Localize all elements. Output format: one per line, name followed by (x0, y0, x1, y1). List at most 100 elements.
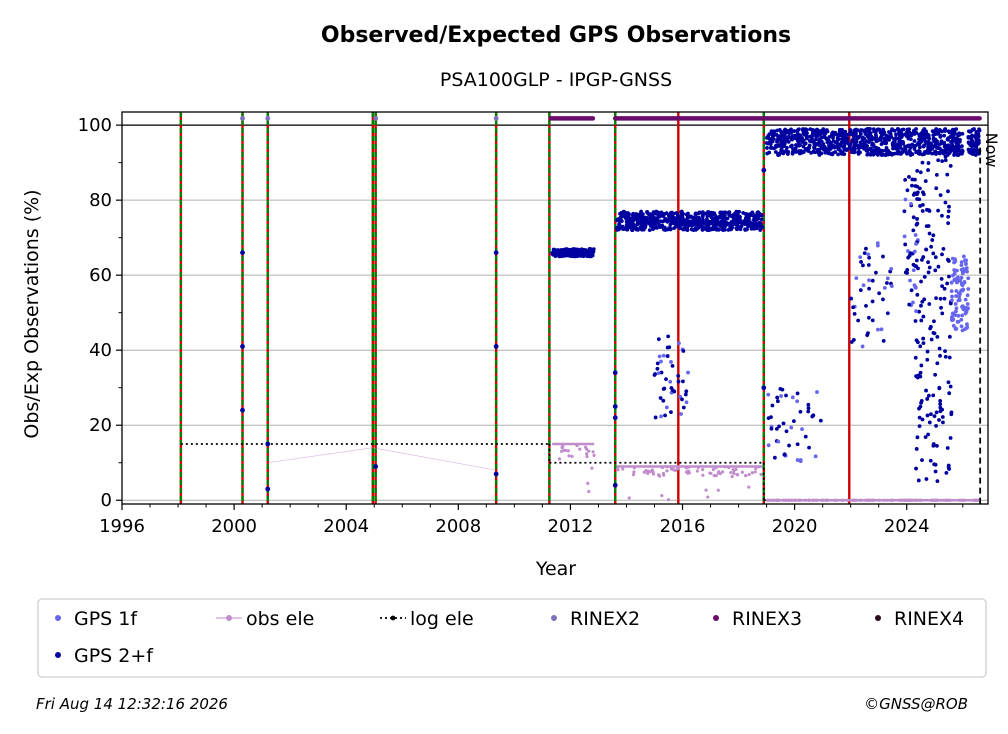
gps-outlier (681, 405, 686, 410)
gps-point (936, 158, 941, 163)
gps-outlier (905, 188, 910, 193)
obs-ele-layer (180, 442, 981, 502)
gps-outlier (876, 327, 880, 332)
obs-ele-point (882, 498, 886, 502)
gps-outlier (858, 255, 863, 260)
gps-point (948, 150, 952, 154)
now-label: Now (982, 133, 1001, 168)
gps-point (931, 330, 936, 335)
data-layer (240, 126, 982, 492)
gps-outlier (775, 399, 780, 404)
gps-point (788, 144, 793, 149)
gps-outlier (867, 286, 871, 291)
gps-outlier (677, 341, 681, 346)
gps-point (943, 200, 948, 205)
legend-marker (226, 615, 232, 621)
gps-point (670, 210, 674, 215)
gps-point (916, 478, 921, 483)
gps-outlier (913, 264, 918, 268)
gps-point (689, 227, 694, 232)
gps-point (977, 138, 981, 143)
gps-point (842, 133, 846, 138)
obs-ele-point (709, 471, 713, 476)
gps-outlier (807, 445, 811, 450)
gps-point (961, 254, 966, 259)
gps-point (836, 146, 841, 151)
gps-point (835, 138, 840, 143)
gps-point (557, 249, 562, 254)
gps-point (931, 233, 936, 238)
gps-outlier (909, 288, 914, 293)
gps-point (744, 215, 749, 220)
gps-point (964, 261, 968, 266)
gps-outlier (681, 379, 685, 384)
obs-ele-point (585, 452, 589, 456)
gps-outlier (795, 399, 800, 404)
gps-point (920, 160, 925, 165)
gps-point (959, 275, 964, 280)
gps-point (951, 136, 956, 140)
gps-point (721, 227, 726, 232)
gps-point (745, 227, 749, 232)
gps-point (942, 141, 947, 146)
gps-point (937, 346, 942, 351)
gps-outlier (665, 354, 670, 358)
gps-point (878, 137, 883, 142)
plot-frame (121, 111, 989, 505)
gps-point (677, 223, 682, 228)
gps-point (954, 139, 959, 144)
gps-point (913, 184, 918, 188)
gps-point (918, 145, 922, 149)
gps-point (920, 136, 925, 141)
obs-ele-point (825, 498, 829, 502)
gps-point (785, 135, 790, 140)
y-tick-label: 80 (89, 190, 112, 211)
gps-point (858, 131, 863, 136)
legend-marker (390, 615, 396, 621)
gps-outlier (780, 387, 785, 392)
gps-point (679, 209, 684, 214)
gps-point (917, 133, 922, 138)
gps-point (688, 214, 693, 219)
gps-point (942, 133, 947, 138)
x-tick-label: 1996 (99, 516, 145, 537)
gps-point (923, 179, 928, 183)
gps-point (850, 147, 855, 152)
y-tick-label: 100 (78, 115, 112, 136)
gps-point (923, 139, 928, 144)
gps-spike-point (373, 464, 379, 469)
gps-point (750, 222, 755, 227)
obs-ele-point (632, 470, 636, 474)
gps-outlier (906, 249, 910, 253)
obs-ele-point (976, 498, 980, 502)
obs-ele-point (731, 468, 735, 472)
gps-outlier (907, 302, 912, 307)
gps-point (927, 136, 932, 141)
gps-point (710, 212, 715, 217)
obs-ele-point (650, 468, 654, 472)
gps-point (936, 264, 941, 269)
gps-point (894, 136, 899, 141)
gps-outlier (881, 339, 886, 343)
gps-outlier (676, 379, 681, 384)
gps-point (970, 139, 975, 144)
gps-outlier (658, 396, 663, 400)
gps-outlier (672, 389, 677, 394)
gps-point (905, 127, 910, 132)
gps-point (912, 132, 917, 136)
gps-point (927, 302, 932, 306)
gps-point (930, 238, 935, 242)
obs-ele-point (797, 498, 801, 502)
obs-ele-point (587, 489, 591, 494)
gps-point (890, 143, 895, 148)
legend-label: RINEX3 (732, 608, 802, 630)
gps-outlier (866, 252, 871, 257)
obs-ele-point (939, 498, 943, 502)
gps-point (746, 219, 751, 224)
obs-ele-point (723, 465, 727, 469)
gps-point (935, 361, 940, 366)
gps-point (908, 137, 913, 142)
gps-point (950, 294, 954, 299)
gps-point (921, 255, 926, 259)
obs-ele-point (781, 498, 786, 502)
